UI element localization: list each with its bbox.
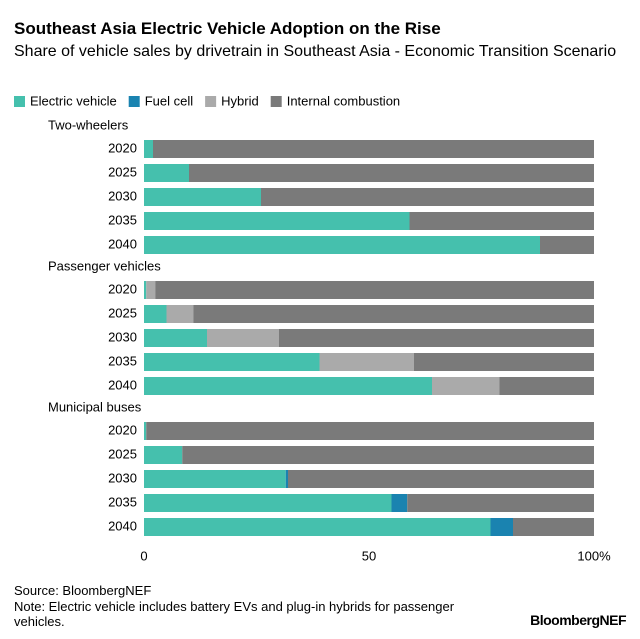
bar-segment	[207, 329, 279, 347]
brand: BloombergNEF	[530, 612, 626, 628]
note: Note: Electric vehicle includes battery …	[14, 599, 455, 629]
chart-title: Southeast Asia Electric Vehicle Adoption…	[14, 19, 441, 38]
bar-segment	[193, 305, 594, 323]
bar-segment	[146, 281, 156, 299]
bar-segment	[182, 446, 594, 464]
bar-segment	[499, 377, 594, 395]
bar-segment	[279, 329, 594, 347]
bar-segment	[490, 518, 513, 536]
y-tick-label: 2020	[108, 140, 137, 155]
group-label: Municipal buses	[48, 399, 142, 414]
legend-swatch	[128, 96, 140, 107]
bar-segment	[144, 188, 261, 206]
bar-segment	[144, 518, 491, 536]
legend-label: Internal combustion	[287, 93, 400, 108]
bar-segment	[144, 377, 432, 395]
y-tick-label: 2035	[108, 353, 137, 368]
bar-segment	[319, 353, 414, 371]
bar-segment	[261, 188, 594, 206]
y-tick-label: 2020	[108, 422, 137, 437]
y-tick-label: 2035	[108, 212, 137, 227]
bar-segment	[153, 140, 594, 158]
bar-segment	[144, 470, 286, 488]
bar-segment	[285, 470, 288, 488]
y-tick-label: 2025	[108, 446, 137, 461]
y-tick-label: 2030	[108, 188, 137, 203]
y-tick-label: 2025	[108, 164, 137, 179]
bar-segment	[288, 470, 594, 488]
y-tick-label: 2040	[108, 518, 137, 533]
bar-segment	[409, 212, 594, 230]
legend-label: Electric vehicle	[30, 93, 117, 108]
bar-segment	[144, 281, 147, 299]
bar-segment	[166, 305, 194, 323]
bar-segment	[155, 281, 594, 299]
group-label: Two-wheelers	[48, 117, 129, 132]
bar-segment	[144, 446, 183, 464]
source: Source: BloombergNEF	[14, 583, 152, 598]
bar-segment	[407, 494, 594, 512]
bar-segment	[414, 353, 594, 371]
y-tick-label: 2025	[108, 305, 137, 320]
bar-segment	[144, 305, 167, 323]
bar-segment	[144, 140, 153, 158]
x-tick-label: 50	[362, 548, 376, 563]
y-tick-label: 2020	[108, 281, 137, 296]
bar-segment	[189, 164, 594, 182]
bar-segment	[144, 236, 540, 254]
y-tick-label: 2030	[108, 470, 137, 485]
bar-segment	[144, 212, 410, 230]
y-tick-label: 2035	[108, 494, 137, 509]
bar-segment	[432, 377, 500, 395]
bar-segment	[513, 518, 594, 536]
y-tick-label: 2040	[108, 377, 137, 392]
x-tick-label: 100%	[577, 548, 611, 563]
chart: Electric vehicle Fuel cell Hybrid Internal …	[14, 93, 611, 563]
y-tick-label: 2030	[108, 329, 137, 344]
legend-label: Fuel cell	[145, 93, 194, 108]
bar-segment	[144, 422, 147, 440]
x-tick-label: 0	[140, 548, 147, 563]
y-tick-label: 2040	[108, 236, 137, 251]
legend-swatch	[270, 96, 282, 107]
bar-segment	[144, 494, 392, 512]
bar-segment	[144, 329, 207, 347]
legend-swatch	[14, 96, 25, 107]
bar-segment	[540, 236, 594, 254]
legend-swatch	[205, 96, 217, 107]
group-label: Passenger vehicles	[48, 258, 161, 273]
bar-segment	[391, 494, 408, 512]
bar-segment	[144, 353, 320, 371]
chart-subtitle: Share of vehicle sales by drivetrain in …	[14, 43, 617, 60]
bar-segment	[146, 422, 594, 440]
legend-label: Hybrid	[221, 93, 259, 108]
bar-segment	[144, 164, 189, 182]
